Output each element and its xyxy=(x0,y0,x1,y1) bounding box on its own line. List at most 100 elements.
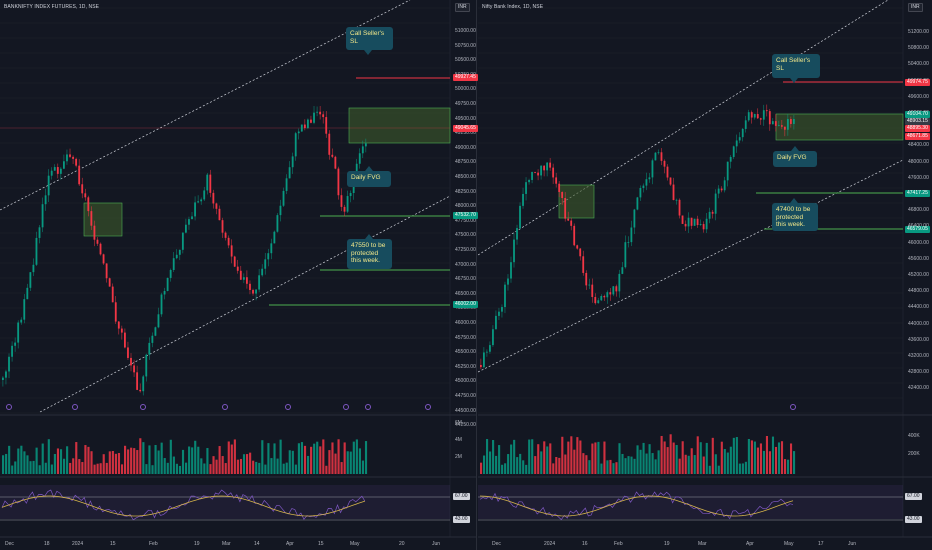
left-candle-body xyxy=(99,243,102,255)
right-price-tick: 46000.00 xyxy=(908,239,929,246)
left-candle-body xyxy=(340,195,343,207)
right-volume-bar xyxy=(522,460,525,474)
left-candle-body xyxy=(185,224,187,233)
left-candle-body xyxy=(218,208,221,221)
left-callout-fvg[interactable]: Daily FVG xyxy=(347,166,391,187)
left-candle-body xyxy=(282,190,285,206)
left-volume-bar xyxy=(56,448,60,474)
right-candle-body xyxy=(744,120,747,129)
left-candle-body xyxy=(172,258,175,270)
right-candle-body xyxy=(519,205,521,229)
left-volume-bar xyxy=(11,465,14,474)
left-callout-sl[interactable]: Call Seller's SL xyxy=(346,27,393,55)
left-volume-bar xyxy=(279,439,282,474)
left-price-tick: 49750.00 xyxy=(455,101,476,107)
left-volume-bar xyxy=(120,464,124,474)
left-volume-bar xyxy=(288,450,291,474)
left-symbol-legend[interactable]: BANKNIFTY INDEX FUTURES, 1D, NSE xyxy=(4,4,100,10)
right-candle-body xyxy=(492,329,494,346)
right-volume-bar xyxy=(663,441,666,474)
right-symbol-legend[interactable]: Nifty Bank Index, 1D, NSE xyxy=(482,4,544,10)
left-volume-bar xyxy=(136,450,139,474)
right-time-label: Mar xyxy=(698,541,707,547)
left-time-label: 14 xyxy=(254,541,260,547)
left-candle-body xyxy=(93,225,96,240)
right-rsi-line xyxy=(479,491,794,521)
right-candle-body xyxy=(693,218,696,226)
left-candle-body xyxy=(130,357,132,366)
right-candle-body xyxy=(567,218,570,221)
right-volume-bar xyxy=(759,443,762,474)
right-chart-canvas[interactable] xyxy=(478,0,932,550)
right-volume-bar xyxy=(618,443,621,474)
right-candle-body xyxy=(723,180,726,191)
right-callout-fvg[interactable]: Daily FVG xyxy=(773,146,817,167)
left-callout-protect[interactable]: 47550 to be protected this week. xyxy=(347,234,392,269)
right-volume-bar xyxy=(483,455,486,474)
right-candle-body xyxy=(627,242,630,243)
right-callout-sl[interactable]: Call Seller's SL xyxy=(772,54,820,83)
left-volume-bar xyxy=(17,448,20,474)
left-candle-body xyxy=(221,220,224,233)
left-price-tick: 49000.00 xyxy=(455,144,476,151)
left-candle-body xyxy=(279,205,282,216)
right-volume-bar xyxy=(675,445,678,474)
right-volume-bar xyxy=(561,436,564,474)
left-candle-body xyxy=(246,277,248,284)
left-volume-bar xyxy=(282,463,285,474)
right-volume-bar xyxy=(576,437,579,474)
left-candle-body xyxy=(163,291,166,295)
left-chart-pane[interactable]: BANKNIFTY INDEX FUTURES, 1D, NSE INR 510… xyxy=(0,0,478,550)
left-time-label: 19 xyxy=(194,541,200,547)
left-volume-bar xyxy=(197,446,200,474)
right-volume-bar xyxy=(639,449,642,474)
left-price-tick: 51000.00 xyxy=(455,28,476,34)
left-candle-body xyxy=(200,199,203,202)
left-volume-bar xyxy=(163,458,166,474)
right-chart-pane[interactable]: Nifty Bank Index, 1D, NSE INR 51200.00 50… xyxy=(478,0,932,550)
right-candle-body xyxy=(570,220,573,226)
left-candle-body xyxy=(358,153,361,164)
right-candle-body xyxy=(714,193,717,214)
right-candle-body xyxy=(612,286,615,295)
left-volume-bar xyxy=(14,461,17,474)
right-candle-body xyxy=(489,345,491,352)
left-candle-body xyxy=(120,328,123,333)
left-chart-canvas[interactable] xyxy=(0,0,477,550)
right-currency-badge[interactable]: INR xyxy=(908,3,923,12)
right-price-tick: 43200.00 xyxy=(908,353,929,359)
right-candle-body xyxy=(759,118,762,120)
left-rsi-lower-tag: 43.00 xyxy=(453,516,470,523)
right-volume-bar xyxy=(726,452,729,474)
left-volume-bar xyxy=(172,456,175,474)
left-volume-bar xyxy=(111,450,114,474)
left-candle-body xyxy=(47,175,50,196)
left-candle-body xyxy=(157,314,160,328)
left-volume-bar xyxy=(26,455,29,474)
left-volume-bar xyxy=(63,458,66,474)
right-candle-body xyxy=(561,192,564,199)
right-price-tick: 48000.00 xyxy=(908,158,929,165)
left-candle-body xyxy=(328,133,331,155)
right-volume-bar xyxy=(540,451,543,474)
left-time-label: 18 xyxy=(44,541,50,547)
right-time-label: May xyxy=(784,541,794,547)
left-volume-bar xyxy=(346,451,349,474)
right-candle-body xyxy=(678,199,681,216)
left-candle-body xyxy=(191,216,193,220)
left-volume-bar xyxy=(96,463,99,474)
right-volume-bar xyxy=(531,439,534,474)
left-candle-body xyxy=(38,227,41,238)
right-volume-bar xyxy=(753,441,756,474)
left-currency-badge[interactable]: INR xyxy=(455,3,470,12)
right-candle-body xyxy=(486,351,488,353)
right-callout-protect[interactable]: 47400 to be protected this week. xyxy=(772,198,818,231)
right-volume-bar xyxy=(783,459,787,474)
left-volume-bar xyxy=(93,464,96,474)
right-volume-bar xyxy=(693,455,696,474)
left-volume-bar xyxy=(200,458,203,474)
left-volume-bar xyxy=(35,447,38,474)
left-candle-body xyxy=(307,119,309,129)
left-candle-body xyxy=(66,154,68,162)
left-volume-bar xyxy=(307,455,310,474)
